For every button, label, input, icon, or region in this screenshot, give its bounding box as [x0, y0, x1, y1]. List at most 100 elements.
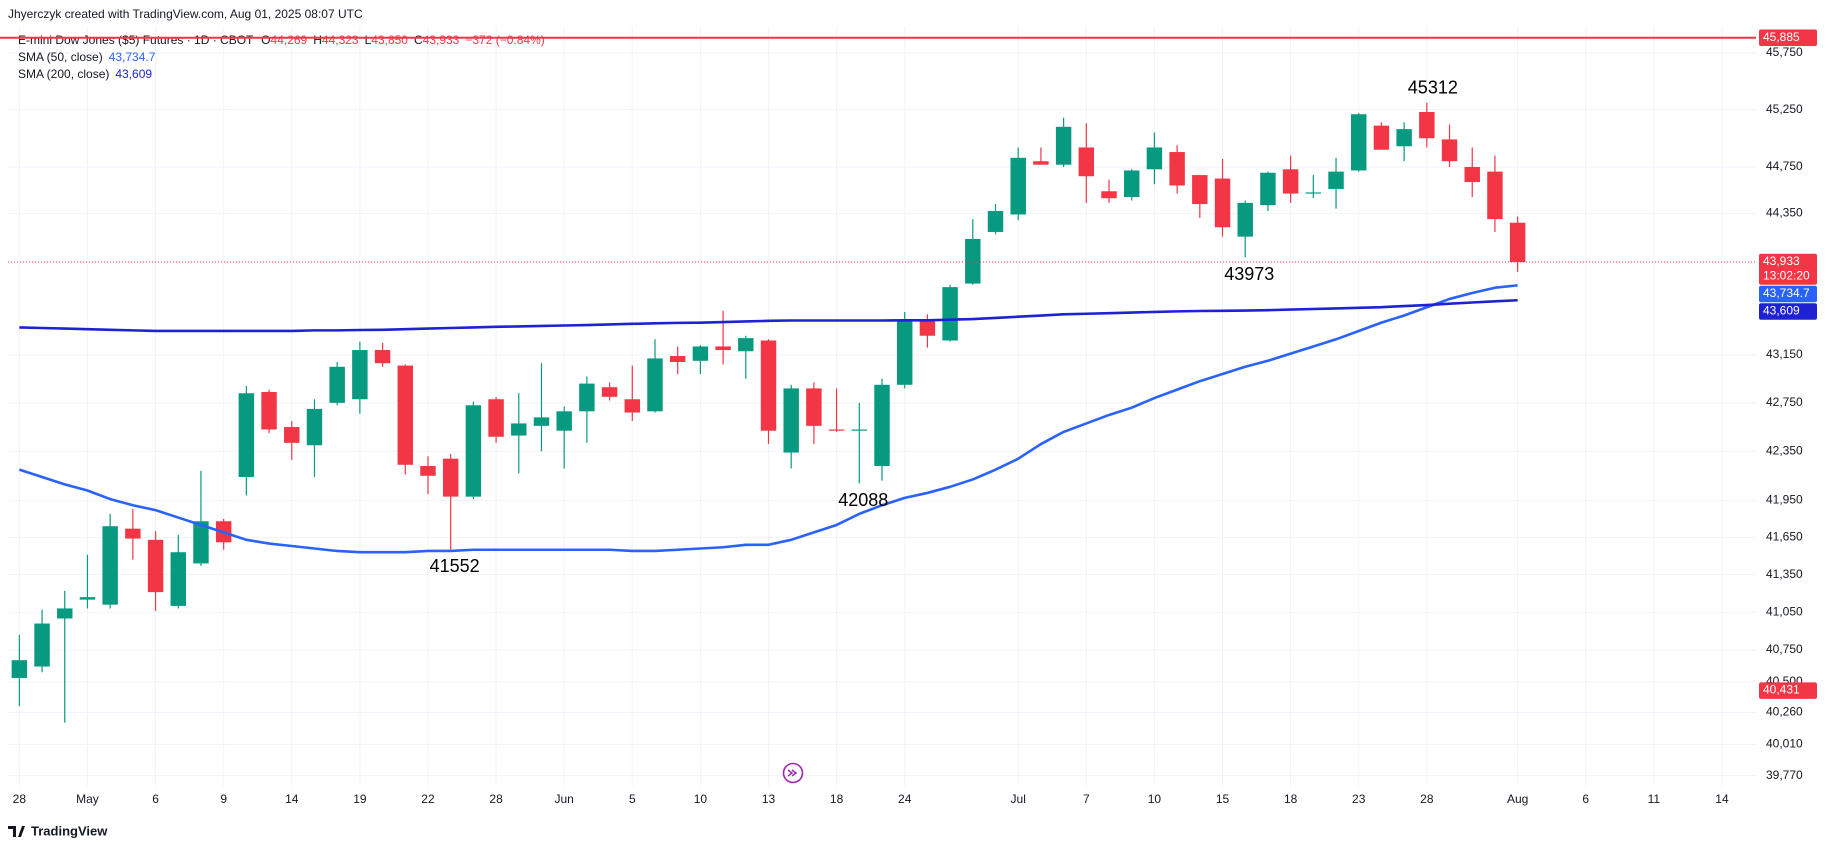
y-tick-label: 41,050: [1766, 604, 1803, 618]
sma-value: 43,609: [115, 67, 152, 81]
candle-body: [397, 365, 413, 465]
candle-body: [1373, 125, 1390, 150]
x-tick-label: 28: [1420, 792, 1434, 806]
price-badge-label: 43,933: [1763, 254, 1800, 268]
candle-body: [511, 423, 527, 436]
ohlc-value: 44,269: [271, 33, 308, 47]
y-tick-label: 44,350: [1766, 205, 1803, 219]
y-tick-label: 41,950: [1766, 492, 1803, 506]
candle-body: [284, 427, 300, 443]
candle-body: [374, 350, 391, 364]
candle-body: [11, 660, 28, 678]
candle-body: [1464, 166, 1480, 183]
annotation: 42088: [838, 490, 888, 510]
candle-body: [442, 458, 459, 497]
x-tick-label: 5: [629, 792, 636, 806]
candle-body: [465, 405, 482, 497]
y-tick-label: 40,010: [1766, 737, 1803, 751]
candle-body: [1351, 114, 1367, 171]
ohlc-key: H: [313, 33, 322, 47]
x-tick-label: Jul: [1011, 792, 1026, 806]
x-tick-label: May: [76, 792, 99, 806]
y-tick-label: 44,750: [1766, 159, 1803, 173]
candle-body: [647, 358, 663, 412]
symbol-legend: E-mini Dow Jones ($5) Futures · 1D · CBO…: [18, 33, 545, 47]
grid: [8, 26, 1756, 786]
candle-body: [238, 393, 255, 478]
x-tick-label: 14: [1715, 792, 1729, 806]
candle-body: [669, 356, 686, 362]
candle-body: [896, 321, 913, 385]
candle-body: [1419, 111, 1435, 139]
candle-body: [1123, 170, 1140, 198]
candle-body: [193, 521, 209, 564]
candle-body: [147, 539, 164, 593]
y-tick-label: 43,150: [1766, 347, 1803, 361]
ohlc-value: 43,850: [371, 33, 408, 47]
candle-body: [1146, 147, 1163, 170]
candle-body: [874, 384, 890, 466]
candle-body: [1237, 202, 1253, 237]
candle-body: [1260, 172, 1276, 206]
candle-body: [1328, 171, 1344, 189]
x-tick-label: 10: [1148, 792, 1162, 806]
candle-body: [1509, 222, 1526, 263]
y-tick-label: 45,250: [1766, 102, 1803, 116]
candle-body: [556, 411, 572, 431]
candle-body: [125, 528, 141, 539]
x-tick-label: 18: [1284, 792, 1298, 806]
candle-body: [1010, 157, 1026, 215]
symbol-name: E-mini Dow Jones ($5) Futures · 1D · CBO…: [18, 33, 254, 47]
x-tick-label: 19: [353, 792, 367, 806]
logo-mark: [8, 826, 25, 837]
candle-body: [420, 465, 436, 476]
x-tick-label: Aug: [1507, 792, 1528, 806]
events-icon[interactable]: [782, 762, 804, 784]
candle-body: [34, 623, 50, 667]
candle-body: [783, 388, 799, 453]
candle-body: [987, 210, 1004, 232]
candle-body: [828, 429, 845, 431]
y-tick-label: 42,750: [1766, 395, 1803, 409]
candle-body: [79, 597, 96, 600]
candle-body: [738, 338, 754, 352]
y-tick-label: 45,750: [1766, 45, 1803, 59]
candle-body: [1055, 126, 1072, 165]
ohlc-value: 43,933: [423, 33, 460, 47]
candle-body: [1214, 178, 1231, 228]
candle-body: [715, 346, 731, 351]
sma-legend: SMA (50, close) 43,734.7: [18, 50, 156, 64]
x-tick-label: 7: [1083, 792, 1090, 806]
candle-body: [965, 238, 981, 284]
candle-body: [488, 399, 504, 437]
ohlc-key: C: [414, 33, 423, 47]
x-tick-label: 6: [1582, 792, 1589, 806]
x-tick-label: 6: [152, 792, 159, 806]
candle-body: [1192, 175, 1208, 205]
candle-body: [261, 392, 277, 430]
candle-body: [919, 321, 936, 336]
x-tick-label: 28: [489, 792, 503, 806]
price-badge: [1759, 29, 1817, 47]
annotation: 45312: [1408, 77, 1458, 97]
sma-name: SMA (50, close): [18, 50, 103, 64]
candle-body: [806, 388, 822, 426]
sma-line: [19, 298, 1518, 333]
ohlc-value: 44,323: [322, 33, 359, 47]
candle-body: [579, 383, 595, 412]
plot-area: [11, 102, 1526, 723]
x-tick-label: Jun: [555, 792, 574, 806]
price-badge: [1759, 303, 1817, 320]
candle-body: [1305, 192, 1322, 194]
brand: TradingView: [31, 823, 108, 838]
x-tick-label: 24: [898, 792, 912, 806]
candle-body: [942, 287, 958, 341]
x-tick-label: 9: [220, 792, 227, 806]
x-tick-label: 22: [421, 792, 435, 806]
x-tick-label: 23: [1352, 792, 1366, 806]
ohlc-key: O: [261, 33, 270, 47]
candle-body: [692, 346, 709, 361]
sma-value: 43,734.7: [109, 50, 156, 64]
price-badge: [1759, 285, 1817, 303]
events-icon-arrow[interactable]: [787, 769, 798, 777]
